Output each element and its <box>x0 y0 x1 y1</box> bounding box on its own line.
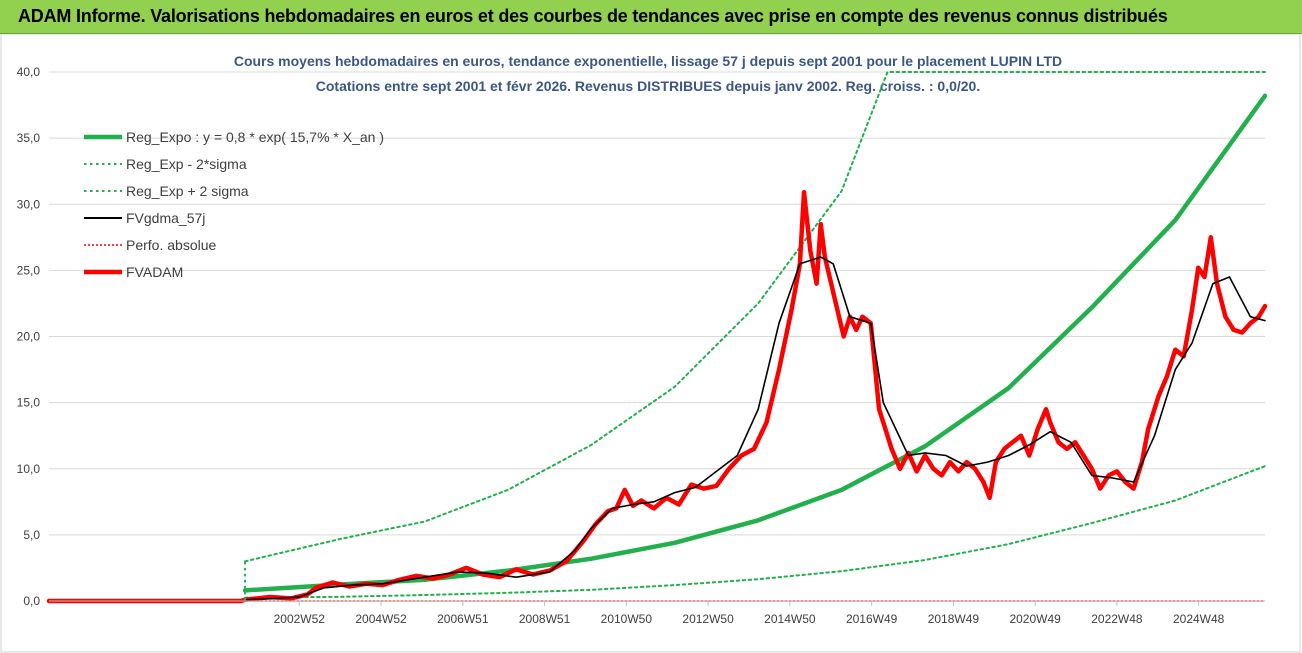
chart-frame <box>0 34 1301 653</box>
y-tick-label: 30,0 <box>17 197 41 211</box>
valuation-chart: Cours moyens hebdomadaires en euros, ten… <box>0 34 1301 653</box>
axes: 0,0 5,0 10,0 15,0 20,0 25,0 30,0 35,0 40,0 2002W5… <box>17 65 1265 626</box>
x-tick-label: 2006W51 <box>437 612 489 626</box>
legend-label: FVADAM <box>126 264 183 280</box>
x-tick-label: 2002W52 <box>274 612 326 626</box>
report-title: ADAM Informe. Valorisations hebdomadaire… <box>18 6 1168 26</box>
series-reg-expo <box>242 93 1268 593</box>
series-fvgdma-57j <box>244 256 1266 601</box>
x-tick-label: 2020W49 <box>1009 612 1061 626</box>
y-tick-label: 15,0 <box>17 396 41 410</box>
y-tick-label: 35,0 <box>17 131 41 145</box>
y-tick-label: 10,0 <box>17 462 41 476</box>
x-tick-label: 2010W50 <box>601 612 653 626</box>
x-tick-label: 2008W51 <box>519 612 571 626</box>
chart-subtitle-line1: Cours moyens hebdomadaires en euros, ten… <box>234 53 1062 69</box>
series-reg-exp-plus <box>244 71 1266 563</box>
x-tick-label: 2016W49 <box>846 612 898 626</box>
legend-label: FVgdma_57j <box>126 210 205 226</box>
y-tick-label: 20,0 <box>17 330 41 344</box>
legend-label: Reg_Exp - 2*sigma <box>126 156 247 172</box>
y-tick-label: 5,0 <box>23 528 40 542</box>
series-reg-exp-minus <box>244 465 1266 599</box>
legend: Reg_Expo : y = 0,8 * exp( 15,7% * X_an )… <box>84 129 384 280</box>
x-tick-label: 2022W48 <box>1091 612 1143 626</box>
x-tick-label: 2014W50 <box>764 612 816 626</box>
x-tick-label: 2012W50 <box>682 612 734 626</box>
y-tick-label: 0,0 <box>23 594 40 608</box>
report-banner: ADAM Informe. Valorisations hebdomadaire… <box>0 0 1302 34</box>
chart-subtitle-line2: Cotations entre sept 2001 et févr 2026. … <box>316 78 981 94</box>
legend-label: Reg_Expo : y = 0,8 * exp( 15,7% * X_an ) <box>126 129 384 145</box>
y-tick-label: 25,0 <box>17 263 41 277</box>
legend-label: Reg_Exp + 2 sigma <box>126 183 249 199</box>
x-tick-label: 2018W49 <box>928 612 980 626</box>
legend-label: Perfo. absolue <box>126 237 216 253</box>
x-tick-label: 2004W52 <box>355 612 407 626</box>
y-tick-label: 40,0 <box>17 65 41 79</box>
x-tick-label: 2024W48 <box>1173 612 1225 626</box>
